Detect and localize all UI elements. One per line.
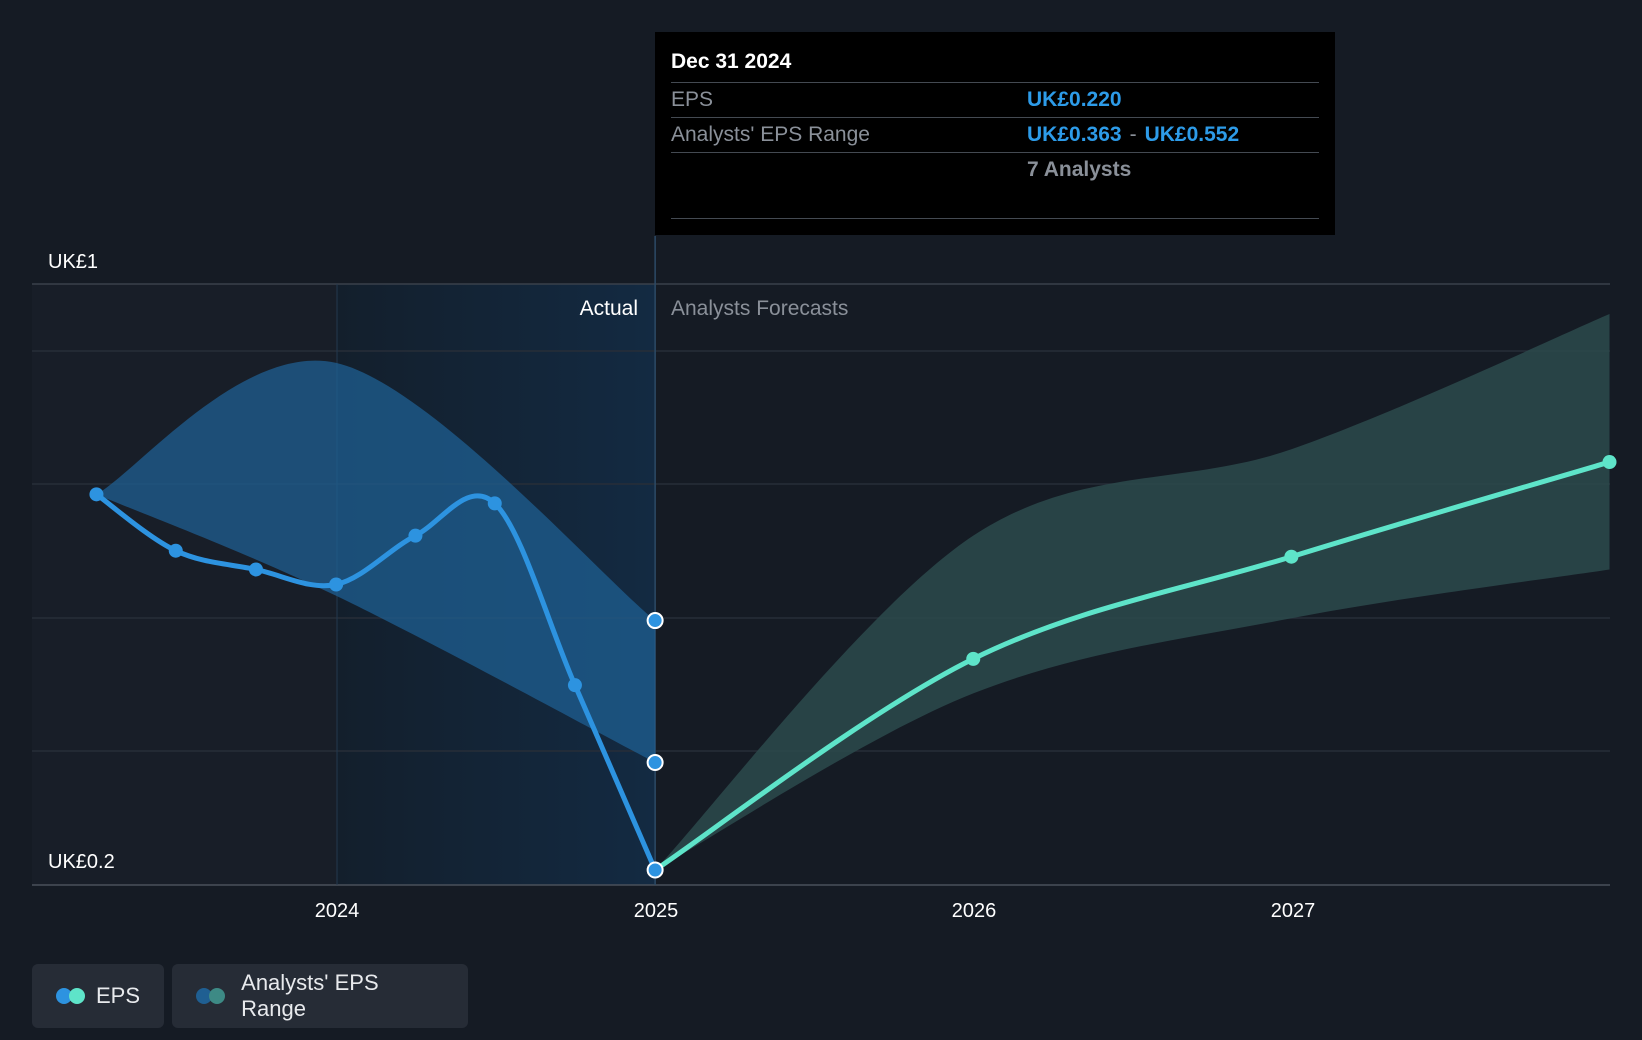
forecasts-label: Analysts Forecasts	[671, 297, 848, 320]
legend-range-label: Analysts' EPS Range	[241, 970, 379, 1021]
tooltip-analysts-count: 7 Analysts	[1027, 158, 1132, 181]
actual-label: Actual	[580, 297, 638, 320]
eps-point-actual	[408, 528, 423, 543]
tooltip-eps-row: EPS UK£0.220	[671, 83, 1319, 118]
range-end-point	[646, 754, 664, 772]
eps-point-actual	[646, 861, 664, 879]
legend-eps-label: EPS	[95, 983, 140, 1008]
eps-point-actual	[248, 562, 263, 577]
tooltip-analysts-row: 7 Analysts	[671, 153, 1319, 187]
legend-range-button[interactable]: Analysts' EPS Range	[172, 964, 468, 1028]
tooltip-range-low: UK£0.363	[1027, 123, 1122, 146]
x-tick-label-2024: 2024	[315, 900, 360, 922]
tooltip-eps-label: EPS	[671, 88, 714, 111]
eps-point-actual	[487, 496, 502, 511]
eps-range-forecast	[655, 314, 1610, 870]
tooltip-range-label: Analysts' EPS Range	[671, 123, 870, 146]
eps-point-forecast	[1602, 455, 1617, 470]
legend-eps-button[interactable]: EPS	[32, 964, 164, 1028]
eps-point-actual	[329, 577, 344, 592]
x-tick-label-2025: 2025	[634, 900, 679, 922]
tooltip: Dec 31 2024 EPS UK£0.220 Analysts' EPS R…	[655, 32, 1335, 235]
eps-point-actual	[89, 487, 104, 502]
eps-point-actual	[567, 678, 582, 693]
eps-point-forecast	[966, 651, 981, 666]
tooltip-range-separator: -	[1129, 123, 1137, 146]
tooltip-divider	[671, 218, 1319, 219]
tooltip-eps-value: UK£0.220	[1027, 88, 1122, 111]
tooltip-range-high: UK£0.552	[1144, 123, 1240, 146]
eps-point-forecast	[1284, 549, 1299, 564]
x-tick-label-2027: 2027	[1271, 900, 1316, 922]
eps-line-forecast	[652, 459, 1613, 873]
tooltip-range-row: Analysts' EPS Range UK£0.363 - UK£0.552	[671, 118, 1319, 153]
range-legend-icon	[196, 987, 227, 1005]
y-tick-label-bottom: UK£0.2	[48, 851, 115, 873]
x-tick-label-2026: 2026	[952, 900, 997, 922]
y-tick-label-top: UK£1	[48, 251, 98, 273]
range-end-point	[646, 612, 664, 630]
eps-point-actual	[168, 543, 183, 558]
tooltip-date: Dec 31 2024	[671, 32, 1319, 83]
tooltip-analysts-spacer	[671, 153, 1027, 187]
eps-legend-icon	[56, 987, 85, 1005]
